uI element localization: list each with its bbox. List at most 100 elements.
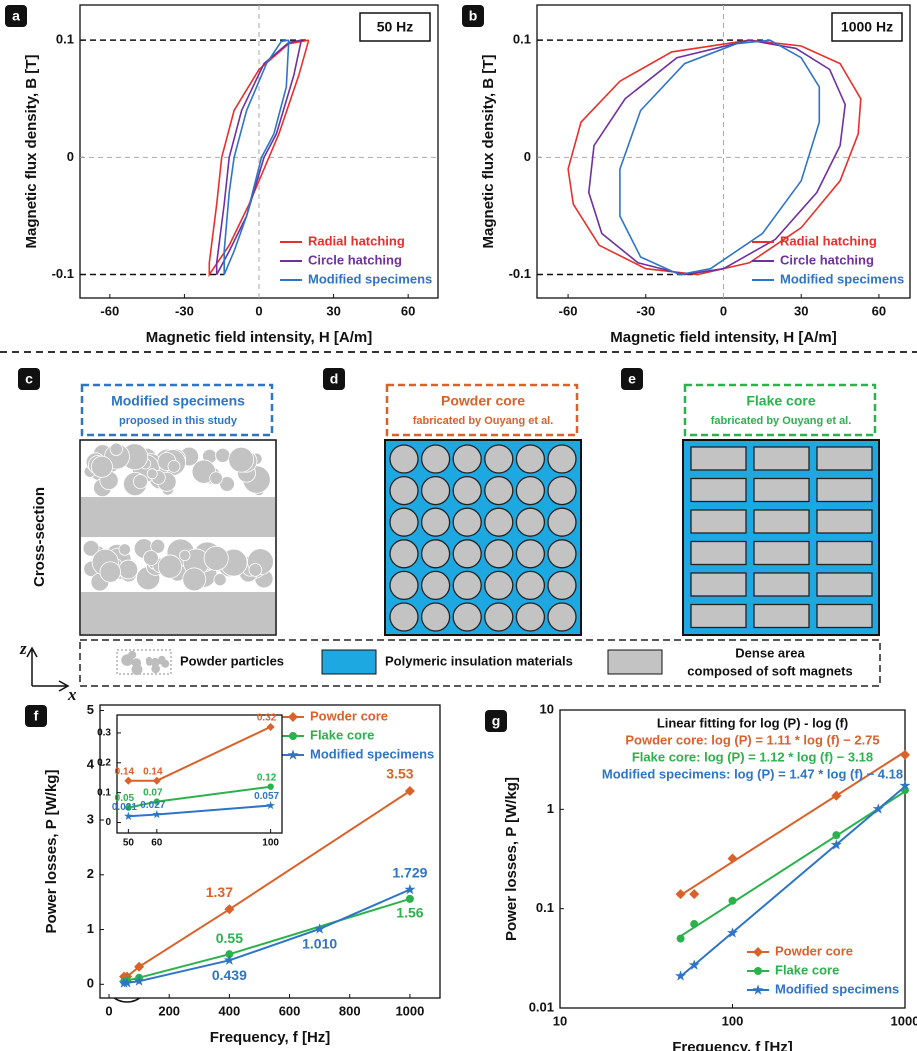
panel-letter: e (628, 371, 636, 387)
panel-letter: f (34, 708, 39, 724)
marker (404, 883, 416, 895)
particle (143, 550, 159, 566)
data-label: 0.14 (115, 766, 135, 777)
data-label: 0.07 (143, 787, 163, 798)
particle (389, 475, 419, 506)
particle (150, 538, 166, 554)
y-tick-label: 1 (87, 921, 94, 936)
data-label: 3.53 (386, 766, 413, 782)
series-line (208, 39, 310, 278)
data-label: 0.12 (257, 772, 277, 783)
particle (452, 444, 482, 474)
y-tick-label: -0.1 (509, 266, 531, 281)
flake (753, 603, 810, 629)
x-axis-title: Magnetic field intensity, H [A/m] (146, 329, 372, 346)
particle (515, 539, 546, 569)
marker (675, 889, 686, 900)
x-axis-title: Frequency, f [Hz] (672, 1039, 793, 1051)
particle (179, 549, 191, 562)
annotation: 50 Hz (377, 19, 414, 35)
fit-line (680, 750, 906, 897)
marker (152, 776, 161, 785)
marker (124, 776, 133, 785)
x-tick-label: 0 (105, 1003, 112, 1018)
particle (547, 570, 577, 601)
x-tick-label: 1000 (395, 1003, 424, 1018)
x-tick-label: -30 (636, 303, 655, 318)
flake (816, 572, 873, 597)
particle (389, 602, 419, 632)
data-label: 0.14 (143, 766, 163, 777)
legend-label: Powder particles (180, 653, 284, 668)
particle (547, 507, 577, 537)
x-tick-label: 10 (553, 1013, 567, 1028)
particle (82, 539, 100, 557)
x-tick-label: 600 (279, 1003, 301, 1018)
data-label: 1.729 (392, 864, 427, 880)
panel-subtitle: proposed in this study (119, 415, 238, 427)
y-tick-label: 0 (87, 976, 94, 991)
particle (167, 460, 181, 473)
panel-subtitle: fabricated by Ouyang et al. (711, 415, 852, 427)
particle (389, 539, 419, 569)
panel-letter: c (25, 371, 33, 387)
marker (133, 975, 145, 986)
particle (452, 507, 482, 537)
panel-title: Modified specimens (111, 393, 245, 409)
marker (134, 961, 145, 972)
particle (389, 444, 419, 474)
particle (420, 444, 451, 474)
legend-box (79, 639, 881, 687)
flake (690, 509, 747, 534)
particle (547, 444, 577, 474)
particle (484, 475, 514, 506)
legend-label: Circle hatching (780, 252, 874, 267)
particle (515, 475, 546, 506)
marker (266, 800, 275, 810)
dense-band (81, 592, 275, 634)
particle (389, 507, 419, 537)
y-tick-label: 0.3 (97, 728, 111, 739)
x-tick-label: 60 (401, 303, 415, 318)
marker (872, 803, 884, 814)
marker (727, 927, 738, 938)
y-tick-label: 0.1 (536, 900, 554, 915)
data-label: 1.37 (206, 884, 233, 900)
particle (146, 468, 158, 480)
marker (753, 947, 763, 957)
flake (816, 446, 873, 471)
section (384, 439, 582, 636)
particle (452, 602, 482, 632)
legend-label: Modified specimens (780, 271, 904, 286)
x-axis-title: Frequency, f [Hz] (210, 1029, 331, 1046)
particle (90, 455, 113, 478)
marker (754, 967, 762, 975)
fit-equation: Modified specimens: log (P) = 1.47 * log… (602, 766, 903, 781)
dense-band (81, 497, 275, 537)
flake (753, 446, 810, 471)
y-tick-label: 3 (87, 811, 94, 826)
legend-swatch (321, 649, 377, 675)
marker (728, 896, 737, 905)
x-tick-label: -60 (100, 303, 119, 318)
particle (389, 570, 419, 601)
data-label: 0.05 (115, 793, 135, 804)
particle (209, 471, 223, 485)
x-tick-label: 800 (339, 1003, 361, 1018)
x-axis-title: Magnetic field intensity, H [A/m] (610, 329, 836, 346)
y-tick-label: 0 (67, 149, 74, 164)
flake (690, 572, 747, 597)
legend-particle (151, 664, 161, 674)
x-tick-label: 60 (872, 303, 886, 318)
panel-title: Powder core (441, 393, 525, 409)
axis-arrows (26, 646, 70, 692)
panel-badge (5, 5, 27, 27)
legend-label: Radial hatching (308, 233, 405, 248)
marker (675, 970, 686, 981)
flake (816, 540, 873, 566)
x-tick-label: 0 (720, 303, 727, 318)
particle (515, 444, 546, 474)
marker (267, 783, 274, 790)
particle (484, 570, 514, 601)
x-tick-label: -30 (175, 303, 194, 318)
